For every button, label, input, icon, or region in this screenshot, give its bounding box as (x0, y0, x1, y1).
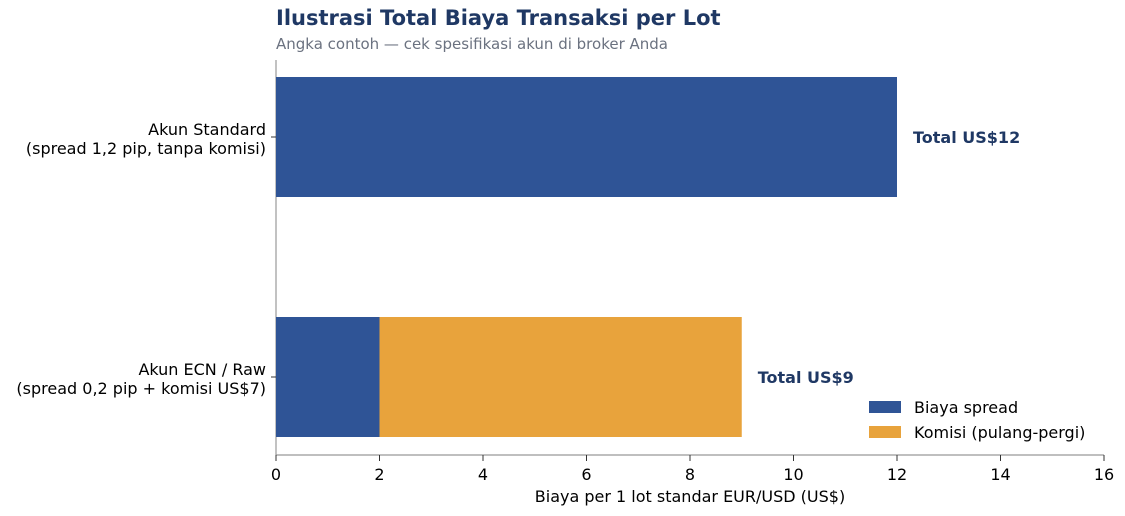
total-label: Total US$12 (913, 128, 1020, 147)
x-axis-title: Biaya per 1 lot standar EUR/USD (US$) (535, 487, 845, 506)
x-tick-label: 8 (685, 465, 695, 484)
legend-label: Komisi (pulang-pergi) (914, 423, 1085, 442)
x-tick-label: 12 (887, 465, 907, 484)
legend-swatch (869, 426, 901, 438)
x-tick-label: 10 (783, 465, 803, 484)
x-tick-label: 6 (581, 465, 591, 484)
x-tick-label: 14 (990, 465, 1010, 484)
x-tick-label: 16 (1094, 465, 1114, 484)
category-label: (spread 0,2 pip + komisi US$7) (16, 379, 266, 398)
category-label: Akun Standard (148, 120, 266, 139)
bar-commission (379, 317, 742, 437)
total-label: Total US$9 (758, 368, 854, 387)
bar-spread (276, 77, 897, 197)
x-tick-label: 0 (271, 465, 281, 484)
chart-subtitle: Angka contoh — cek spesifikasi akun di b… (276, 35, 668, 53)
x-tick-label: 2 (374, 465, 384, 484)
legend-label: Biaya spread (914, 398, 1018, 417)
x-tick-label: 4 (478, 465, 488, 484)
bar-spread (276, 317, 380, 437)
category-label: Akun ECN / Raw (138, 360, 266, 379)
category-label: (spread 1,2 pip, tanpa komisi) (26, 139, 266, 158)
chart-title: Ilustrasi Total Biaya Transaksi per Lot (276, 6, 721, 30)
legend-swatch (869, 401, 901, 413)
